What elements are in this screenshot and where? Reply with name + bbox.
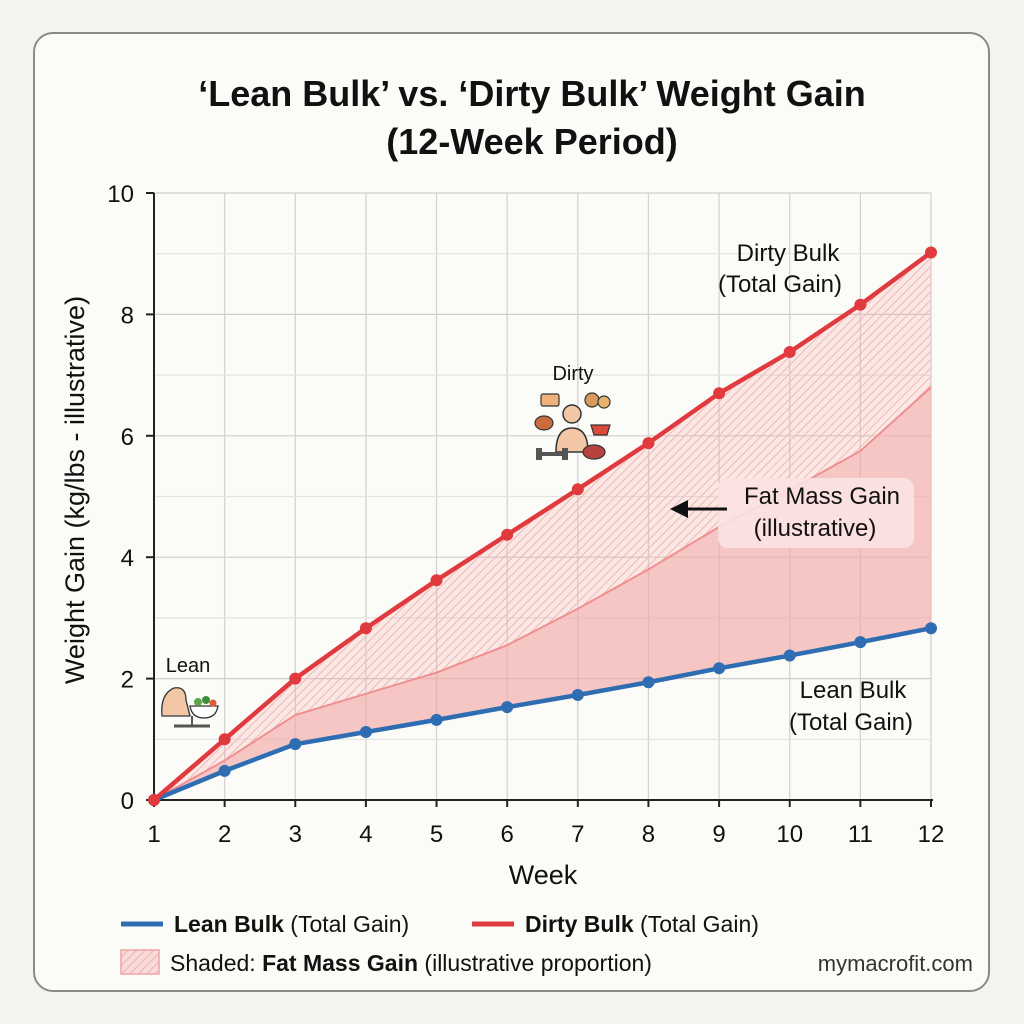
y-tick-label: 6 — [121, 424, 134, 451]
x-tick-label: 4 — [359, 821, 372, 848]
chart-title-line2: (12-Week Period) — [386, 121, 677, 162]
lean-bulk-point — [854, 636, 867, 649]
dirty-total-annotation-line1: Dirty Bulk — [737, 240, 841, 267]
legend-shaded-swatch — [120, 949, 160, 975]
legend-shaded-name: Fat Mass Gain — [262, 950, 418, 976]
dirty-food-icon: Dirty — [534, 363, 611, 460]
legend-shaded-prefix: Shaded: — [170, 950, 262, 976]
fat-mass-hatched-area — [154, 252, 931, 801]
fat-mass-label-bg — [718, 478, 914, 548]
lean-bulk-point — [713, 662, 726, 675]
x-tick-label: 2 — [218, 821, 231, 848]
x-tick-label: 3 — [289, 821, 302, 848]
x-tick-label: 5 — [430, 821, 443, 848]
y-axis-label: Weight Gain (kg/lbs - illustrative) — [60, 296, 90, 684]
legend-dirty-label: Dirty Bulk (Total Gain) — [525, 911, 759, 937]
dirty-bulk-point — [430, 574, 443, 587]
dirty-bulk-point — [642, 437, 655, 450]
x-tick-label: 10 — [776, 821, 803, 848]
legend-dirty-name: Dirty Bulk — [525, 911, 634, 937]
x-tick-label: 12 — [918, 821, 945, 848]
fat-mass-annotation-line1: Fat Mass Gain — [744, 483, 900, 510]
lean-bulk-point — [642, 676, 655, 689]
dirty-bulk-point — [925, 246, 937, 259]
legend-dirty-suffix: (Total Gain) — [634, 911, 759, 937]
x-tick-label: 8 — [642, 821, 655, 848]
chart-title-line1: ‘Lean Bulk’ vs. ‘Dirty Bulk’ Weight Gain — [198, 73, 866, 114]
legend: Lean Bulk (Total Gain) Dirty Bulk (Total… — [120, 911, 759, 976]
lean-food-icon: Lean — [161, 655, 219, 728]
x-tick-label: 6 — [501, 821, 514, 848]
dirty-bulk-line — [152, 250, 933, 802]
y-tick-label: 0 — [121, 788, 134, 815]
x-axis-label: Week — [509, 860, 578, 890]
lean-total-annotation-line1: Lean Bulk — [800, 677, 908, 704]
fat-mass-arrowhead — [670, 500, 688, 518]
dirty-bulk-point — [854, 298, 867, 311]
lean-icon-label: Lean — [166, 655, 211, 677]
fat-mass-upper-area — [154, 252, 931, 801]
dirty-bulk-point — [289, 672, 302, 685]
lean-bulk-point — [925, 622, 937, 635]
legend-lean-suffix: (Total Gain) — [284, 911, 409, 937]
dirty-bulk-point — [359, 622, 372, 635]
lean-bulk-point — [783, 649, 796, 662]
dirty-bulk-point — [218, 733, 231, 746]
lean-bulk-point — [501, 701, 514, 714]
dirty-bulk-point — [571, 483, 584, 496]
y-tick-label: 4 — [121, 545, 134, 572]
dirty-bulk-point — [148, 794, 160, 806]
lean-bulk-point — [430, 713, 443, 726]
lean-bulk-point — [359, 726, 372, 739]
legend-lean-name: Lean Bulk — [174, 911, 284, 937]
fat-mass-lower-area — [154, 387, 931, 800]
watermark: mymacrofit.com — [818, 951, 973, 976]
lean-bulk-point — [571, 688, 584, 701]
y-tick-label: 10 — [107, 181, 134, 208]
lean-total-annotation-line2: (Total Gain) — [789, 709, 913, 736]
dirty-bulk-point — [783, 346, 796, 359]
lean-bulk-point — [218, 764, 231, 777]
legend-lean-label: Lean Bulk (Total Gain) — [174, 911, 409, 937]
dirty-bulk-point — [713, 387, 726, 400]
lean-bulk-point — [289, 738, 302, 751]
series — [148, 246, 937, 806]
fat-mass-annotation-line2: (illustrative) — [754, 515, 877, 542]
lean-bulk-line — [153, 626, 932, 803]
dirty-total-annotation-line2: (Total Gain) — [718, 271, 842, 298]
x-tick-label: 1 — [147, 821, 160, 848]
x-tick-label: 9 — [712, 821, 725, 848]
x-tick-label: 7 — [571, 821, 584, 848]
dirty-bulk-point — [501, 528, 514, 541]
legend-shaded-suffix: (illustrative proportion) — [418, 950, 652, 976]
legend-shaded-label: Shaded: Fat Mass Gain (illustrative prop… — [170, 950, 652, 976]
y-tick-label: 8 — [121, 302, 134, 329]
x-tick-label: 11 — [848, 821, 873, 848]
dirty-icon-label: Dirty — [552, 363, 593, 385]
y-tick-label: 2 — [121, 667, 134, 694]
